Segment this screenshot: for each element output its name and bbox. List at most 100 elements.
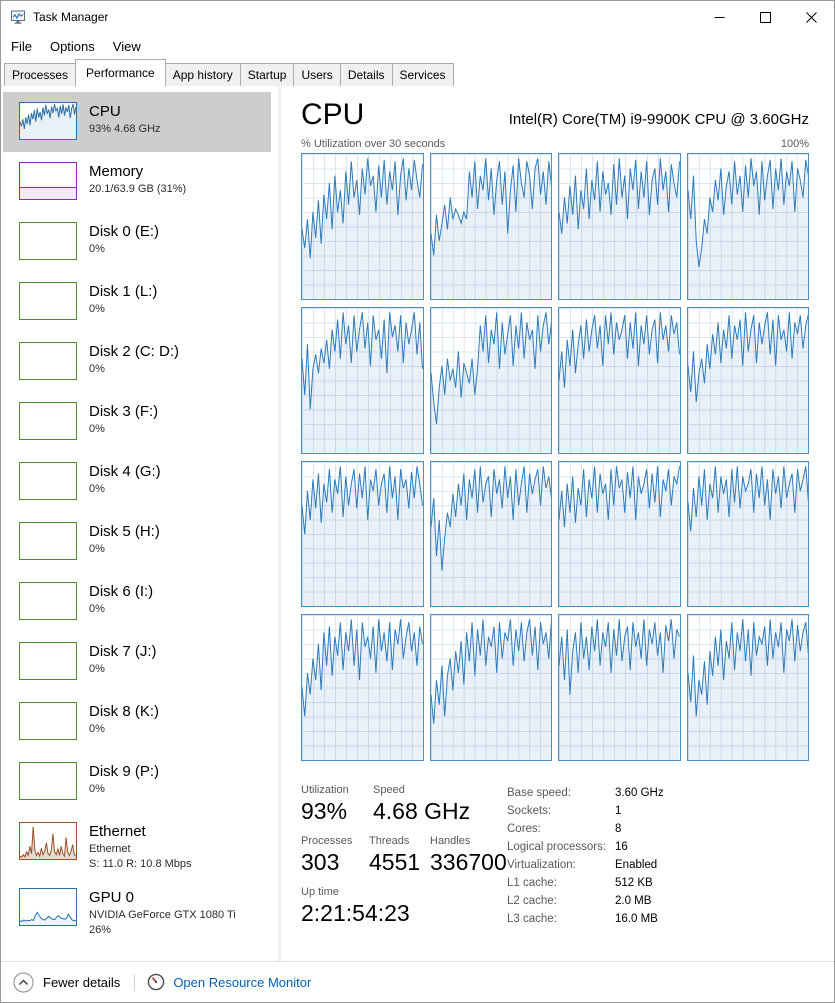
core-graph-core-1 [429,153,552,300]
disk-9-title: Disk 9 (P:) [89,763,160,780]
disk-5-mini-graph [19,522,77,560]
gpu-0-title: GPU 0 [89,889,135,906]
tab-users[interactable]: Users [293,63,341,86]
minimize-button[interactable] [696,1,742,33]
chevron-up-circle-icon [13,972,34,992]
sidebar-item-disk-8[interactable]: Disk 8 (K:) 0% [3,692,271,752]
disk-6-title: Disk 6 (I:) [89,583,154,600]
tab-processes[interactable]: Processes [4,63,77,86]
stat-value-up-time: 2:21:54:23 [301,900,410,926]
sidebar-item-disk-2[interactable]: Disk 2 (C: D:) 0% [3,332,271,392]
disk-4-detail-0: 0% [89,483,105,495]
disk-7-title: Disk 7 (J:) [89,643,157,660]
minimize-icon [714,16,724,18]
sidebar-item-ethernet[interactable]: Ethernet Ethernet S: 11.0 R: 10.8 Mbps [3,812,271,878]
spec-label-l3-cache: L3 cache: [507,913,557,925]
tab-details[interactable]: Details [339,63,393,86]
core-graph-core-14 [558,614,681,761]
performance-sidebar: CPU 93% 4.68 GHz Memory 20.1/63.9 GB (31%) D… [1,86,281,961]
ethernet-mini-graph [19,822,77,860]
tab-strip: Processes Performance App history Startup Us… [1,59,834,87]
disk-3-title: Disk 3 (F:) [89,403,159,420]
logical-processor-graphs [301,153,809,761]
close-button[interactable] [788,1,834,33]
spec-label-sockets: Sockets: [507,805,552,817]
tab-startup[interactable]: Startup [239,63,295,86]
disk-7-mini-graph [19,642,77,680]
spec-label-logical-processors: Logical processors: [507,841,607,853]
spec-label-virtualization: Virtualization: [507,859,576,871]
spec-value-logical-processors: 16 [615,841,628,853]
stat-value-threads: 4551 [369,849,421,875]
stat-value-speed: 4.68 GHz [373,798,471,824]
menu-item-options[interactable]: Options [49,39,95,54]
disk-1-detail-0: 0% [89,303,105,315]
cpu-detail-0: 93% 4.68 GHz [89,123,161,135]
disk-8-detail-0: 0% [89,723,105,735]
disk-2-title: Disk 2 (C: D:) [89,343,179,360]
sidebar-item-memory[interactable]: Memory 20.1/63.9 GB (31%) [3,152,271,212]
disk-3-detail-0: 0% [89,423,105,435]
sidebar-scrollbar-track[interactable] [278,86,281,961]
disk-2-mini-graph [19,342,77,380]
memory-title: Memory [89,163,144,180]
graph-axis-label: % Utilization over 30 seconds [301,138,446,150]
core-graph-core-13 [429,614,552,761]
open-resource-monitor-link[interactable]: Open Resource Monitor [147,973,311,991]
stat-label-processes: Processes [301,835,353,847]
stat-label-speed: Speed [373,784,405,796]
sidebar-item-disk-9[interactable]: Disk 9 (P:) 0% [3,752,271,812]
memory-detail-0: 20.1/63.9 GB (31%) [89,183,187,195]
sidebar-item-disk-6[interactable]: Disk 6 (I:) 0% [3,572,271,632]
dynamic-stats: Utilization 93% Speed 4.68 GHz Processes 303 T… [301,783,507,936]
sidebar-item-disk-7[interactable]: Disk 7 (J:) 0% [3,632,271,692]
footer-separator [134,973,136,991]
disk-3-mini-graph [19,402,77,440]
sidebar-item-cpu[interactable]: CPU 93% 4.68 GHz [3,92,271,152]
menu-item-view[interactable]: View [112,39,141,54]
core-graph-core-15 [686,614,809,761]
disk-5-detail-0: 0% [89,543,105,555]
disk-9-mini-graph [19,762,77,800]
sidebar-item-disk-3[interactable]: Disk 3 (F:) 0% [3,392,271,452]
spec-value-l3-cache: 16.0 MB [615,913,658,925]
window-title: Task Manager [33,10,109,24]
sidebar-item-disk-1[interactable]: Disk 1 (L:) 0% [3,272,271,332]
core-graph-core-12 [301,614,424,761]
task-manager-app-icon [11,10,25,24]
spec-value-cores: 8 [615,823,622,835]
spec-value-virtualization: Enabled [615,859,658,871]
stat-label-utilization: Utilization [301,784,349,796]
cpu-mini-graph [19,102,77,140]
disk-8-title: Disk 8 (K:) [89,703,160,720]
disk-0-detail-0: 0% [89,243,105,255]
disk-0-title: Disk 0 (E:) [89,223,160,240]
sidebar-item-disk-0[interactable]: Disk 0 (E:) 0% [3,212,271,272]
maximize-button[interactable] [742,1,788,33]
sidebar-item-gpu-0[interactable]: GPU 0 NVIDIA GeForce GTX 1080 Ti 26% [3,878,271,944]
spec-label-base-speed: Base speed: [507,787,571,799]
core-graph-core-2 [558,153,681,300]
fewer-details-label: Fewer details [43,974,121,990]
cpu-model-name: Intel(R) Core(TM) i9-9900K CPU @ 3.60GHz [508,111,809,128]
ethernet-title: Ethernet [89,823,146,840]
disk-2-detail-0: 0% [89,363,105,375]
gpu-0-detail-0: NVIDIA GeForce GTX 1080 Ti [89,909,236,921]
spec-value-l1-cache: 512 KB [615,877,653,889]
sidebar-item-disk-5[interactable]: Disk 5 (H:) 0% [3,512,271,572]
tab-performance[interactable]: Performance [75,59,166,87]
cpu-detail-panel: CPU Intel(R) Core(TM) i9-9900K CPU @ 3.6… [281,86,834,961]
tab-services[interactable]: Services [391,63,454,86]
disk-5-title: Disk 5 (H:) [89,523,160,540]
fewer-details-button[interactable]: Fewer details [13,972,120,993]
core-graph-core-6 [558,306,681,454]
core-graph-core-4 [301,306,424,454]
sidebar-item-disk-4[interactable]: Disk 4 (G:) 0% [3,452,271,512]
menu-bar: File Options View [1,33,834,60]
tab-app-history[interactable]: App history [164,63,241,86]
menu-item-file[interactable]: File [11,39,32,54]
core-graph-core-5 [429,306,552,454]
ethernet-detail-1: S: 11.0 R: 10.8 Mbps [89,858,192,870]
page-title: CPU [301,98,365,131]
spec-label-l2-cache: L2 cache: [507,895,557,907]
